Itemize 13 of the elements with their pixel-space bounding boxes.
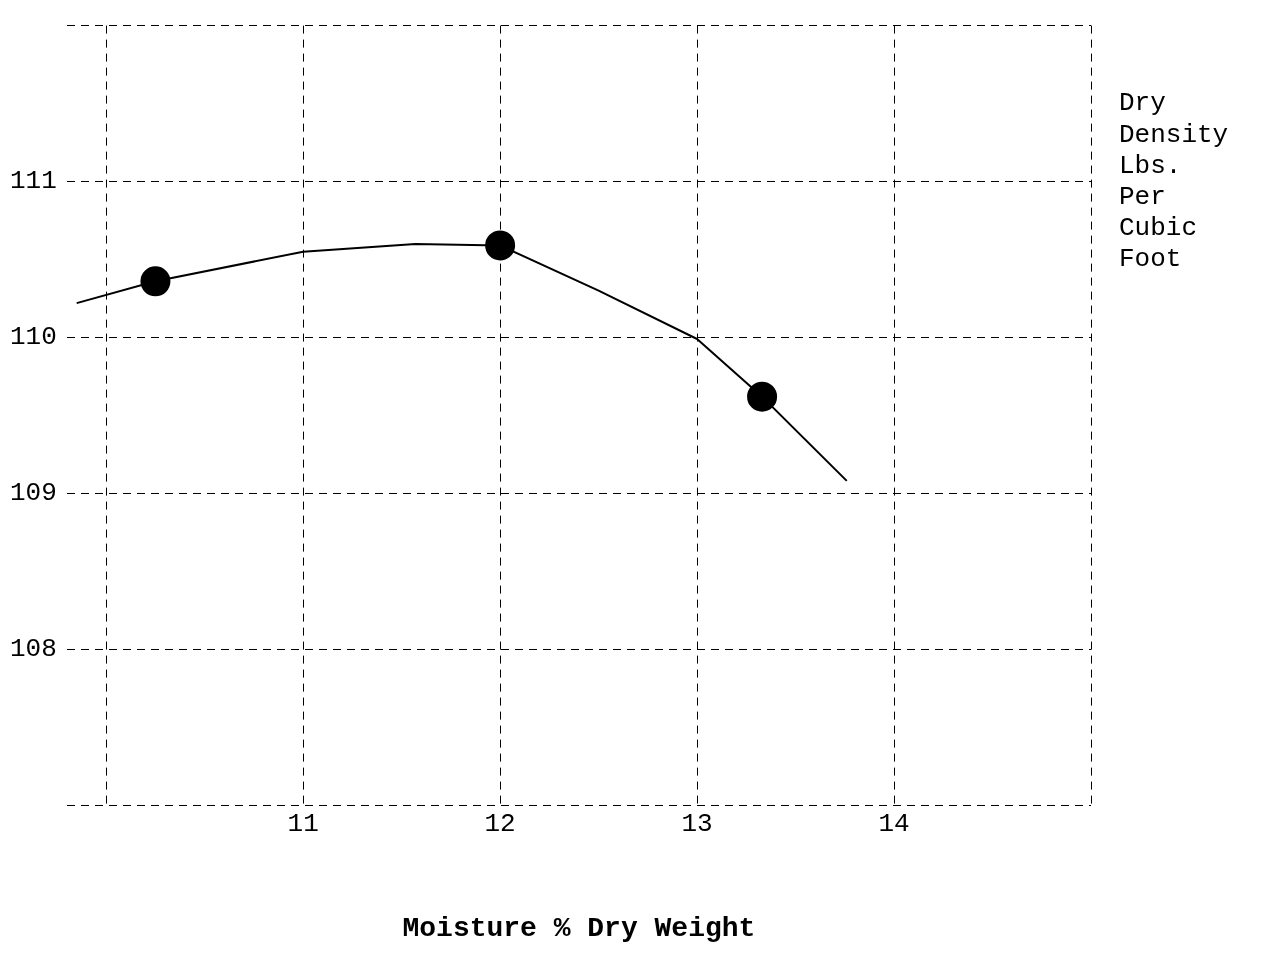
x-tick-label: 12 <box>484 808 516 839</box>
y-tick-label: 111 <box>10 166 57 197</box>
x-tick-label: 11 <box>287 808 319 839</box>
x-tick-label: 14 <box>878 808 910 839</box>
y-tick-label: 108 <box>10 634 57 665</box>
y-tick-label: 110 <box>10 322 57 353</box>
y-axis-title: Dry Density Lbs. Per Cubic Foot <box>1119 88 1229 275</box>
x-axis-title: Moisture % Dry Weight <box>402 913 756 945</box>
x-tick-label: 13 <box>681 808 713 839</box>
point <box>140 266 171 297</box>
point <box>485 230 516 261</box>
y-tick-label: 109 <box>10 478 57 509</box>
point <box>747 381 778 412</box>
